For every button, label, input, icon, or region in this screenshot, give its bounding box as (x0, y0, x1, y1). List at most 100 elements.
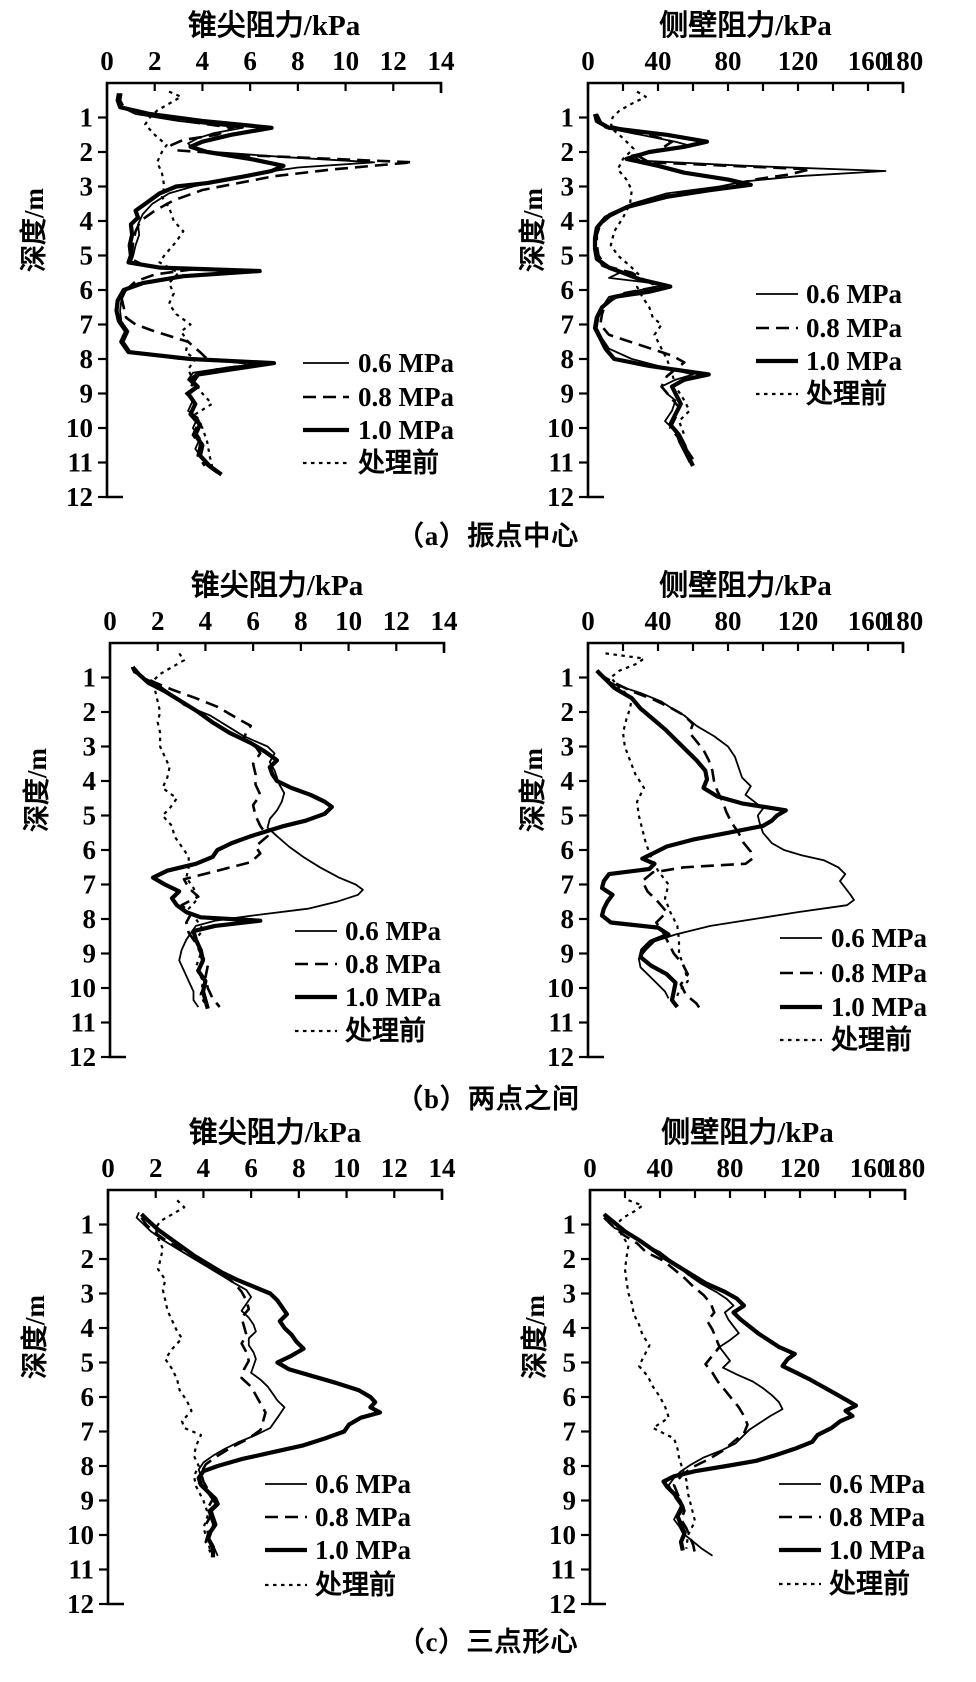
x-tick-label: 4 (196, 46, 210, 76)
y-tick-label: 3 (80, 172, 94, 202)
caption-panel-c: （c）三点形心 (397, 1627, 579, 1657)
y-tick-label: 12 (547, 1042, 574, 1072)
y-tick-label: 4 (561, 206, 575, 236)
legend-label: 0.6 MPa (315, 1469, 411, 1499)
y-tick-label: 7 (81, 1417, 95, 1447)
y-tick-label: 5 (561, 801, 575, 831)
series-line-thick-solid (602, 1212, 859, 1551)
x-axis-title: 侧壁阻力/kPa (659, 9, 832, 42)
legend-label: 0.8 MPa (806, 313, 902, 343)
y-tick-label: 4 (80, 206, 94, 236)
series-line-dotted (154, 1199, 212, 1553)
x-tick-label: 4 (197, 1153, 211, 1183)
y-tick-label: 11 (548, 1008, 574, 1038)
y-tick-label: 7 (561, 310, 575, 340)
x-tick-label: 80 (717, 1153, 744, 1183)
y-tick-label: 11 (70, 1008, 96, 1038)
y-tick-label: 4 (563, 1313, 577, 1343)
chart-c-left: 0 2 4 6 8 10 12 14123456789101112锥尖阻力/kPa深度/m0.… (19, 1116, 456, 1619)
legend-label: 1.0 MPa (806, 346, 902, 376)
x-tick-label: 6 (244, 1153, 258, 1183)
legend-label: 处理前 (344, 1015, 426, 1046)
legend-label: 0.6 MPa (806, 279, 902, 309)
x-tick-label: 80 (715, 46, 742, 76)
y-tick-label: 6 (80, 275, 94, 305)
series-line-dashed (132, 667, 269, 1008)
y-tick-label: 8 (80, 344, 94, 374)
x-tick-label: 10 (333, 1153, 360, 1183)
y-tick-label: 10 (549, 1520, 576, 1550)
x-tick-label: 12 (381, 1153, 408, 1183)
x-tick-label: 10 (335, 606, 362, 636)
chart-a-right: 0 40 80 120 160180123456789101112侧壁阻力/kPa深度/… (517, 9, 923, 512)
x-axis-title: 锥尖阻力/kPa (189, 1116, 362, 1149)
x-tick-label: 160 (848, 606, 889, 636)
legend-label: 处理前 (314, 1569, 396, 1600)
x-tick-label: 180 (883, 46, 924, 76)
y-axis-title: 深度/m (519, 1294, 550, 1379)
y-tick-label: 8 (83, 904, 97, 934)
x-tick-label: 40 (645, 606, 672, 636)
y-tick-label: 4 (81, 1313, 95, 1343)
x-tick-label: 12 (380, 46, 407, 76)
x-tick-label: 8 (294, 606, 308, 636)
y-tick-label: 7 (83, 870, 97, 900)
series-line-dashed (118, 93, 414, 467)
x-tick-label: 0 (103, 606, 117, 636)
legend-label: 0.8 MPa (345, 949, 441, 979)
x-axis-title: 锥尖阻力/kPa (188, 9, 361, 42)
y-tick-label: 2 (561, 697, 575, 727)
caption-panel-a: （a）振点中心 (396, 521, 580, 551)
x-tick-label: 4 (199, 606, 213, 636)
y-tick-label: 1 (81, 1210, 95, 1240)
y-tick-label: 1 (80, 103, 94, 133)
legend-label: 1.0 MPa (831, 992, 927, 1022)
x-tick-label: 2 (151, 606, 165, 636)
y-tick-label: 2 (83, 697, 97, 727)
y-tick-label: 3 (83, 732, 97, 762)
y-axis-title: 深度/m (19, 1294, 50, 1379)
y-tick-label: 8 (561, 904, 575, 934)
y-tick-label: 3 (81, 1279, 95, 1309)
y-tick-label: 9 (81, 1486, 95, 1516)
series-line-dashed (597, 672, 754, 1010)
legend-label: 1.0 MPa (358, 415, 454, 445)
chart-b-left: 0 2 4 6 8 10 12 14123456789101112锥尖阻力/kPa深度/m0.… (21, 569, 458, 1072)
legend-label: 0.6 MPa (831, 923, 927, 953)
x-axis-title: 侧壁阻力/kPa (659, 569, 832, 602)
x-tick-label: 180 (885, 1153, 926, 1183)
y-tick-label: 3 (563, 1279, 577, 1309)
y-tick-label: 5 (81, 1348, 95, 1378)
y-tick-label: 10 (67, 1520, 94, 1550)
series-line-thick-solid (131, 665, 334, 1010)
y-tick-label: 7 (563, 1417, 577, 1447)
y-tick-label: 8 (561, 344, 575, 374)
x-tick-label: 14 (428, 46, 455, 76)
series-line-thick-solid (592, 113, 753, 467)
series-line-thin-solid (118, 93, 376, 474)
y-tick-label: 7 (561, 870, 575, 900)
y-tick-label: 5 (80, 241, 94, 271)
legend-label: 处理前 (828, 1568, 910, 1599)
y-tick-label: 1 (561, 103, 575, 133)
y-tick-label: 9 (561, 939, 575, 969)
series-line-dotted (615, 1199, 697, 1549)
y-tick-label: 9 (563, 1486, 577, 1516)
legend-label: 处理前 (805, 378, 887, 409)
x-tick-label: 0 (101, 1153, 115, 1183)
series-line-thin-solid (130, 666, 364, 1008)
x-tick-label: 2 (149, 1153, 163, 1183)
x-tick-label: 180 (883, 606, 924, 636)
y-tick-label: 10 (547, 413, 574, 443)
x-tick-label: 6 (246, 606, 260, 636)
x-tick-label: 12 (383, 606, 410, 636)
chart-a-left: 0 2 4 6 8 10 12 14123456789101112锥尖阻力/kPa深度/m0.… (18, 9, 455, 512)
x-tick-label: 120 (778, 46, 819, 76)
legend-label: 0.8 MPa (358, 382, 454, 412)
legend-label: 处理前 (830, 1024, 912, 1055)
y-tick-label: 11 (68, 1555, 94, 1585)
